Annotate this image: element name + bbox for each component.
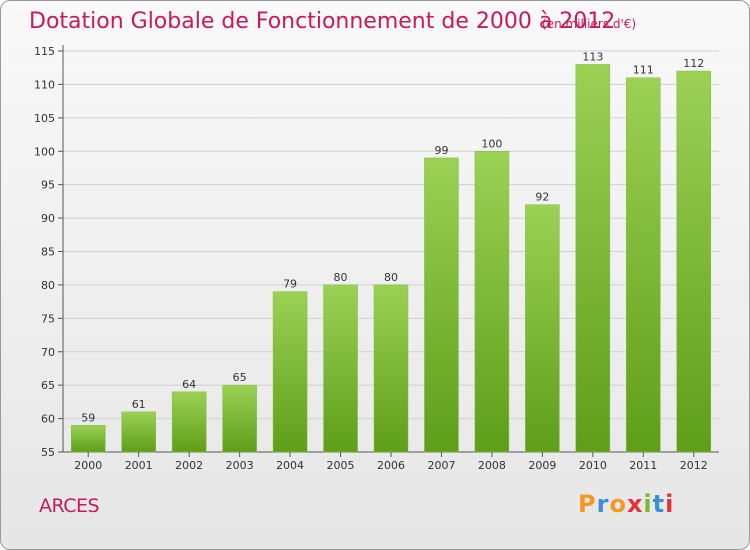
- proxiti-logo: Proxiti: [578, 490, 674, 518]
- y-tick-label: 100: [34, 145, 55, 158]
- bar-value-label: 100: [481, 137, 502, 150]
- bar-2004: [272, 291, 308, 453]
- logo-letter: x: [626, 490, 644, 518]
- logo-letter: P: [578, 490, 597, 518]
- logo-letter: i: [643, 490, 653, 518]
- bar-value-label: 59: [81, 411, 95, 424]
- bar-value-label: 64: [182, 378, 196, 391]
- x-tick-label: 2011: [629, 459, 657, 472]
- bar-value-label: 112: [683, 57, 704, 70]
- x-tick-label: 2001: [125, 459, 153, 472]
- logo-letter: o: [609, 490, 627, 518]
- y-tick-label: 80: [41, 279, 55, 292]
- bar-2009: [525, 204, 560, 453]
- y-tick-label: 105: [34, 112, 55, 125]
- bar-2010: [575, 64, 611, 453]
- x-tick-label: 2003: [226, 459, 254, 472]
- bar-value-label: 65: [233, 371, 247, 384]
- x-tick-label: 2000: [74, 459, 102, 472]
- y-tick-label: 90: [41, 212, 55, 225]
- bar-2005: [323, 284, 358, 453]
- x-tick-label: 2006: [377, 459, 405, 472]
- y-tick-label: 95: [41, 179, 55, 192]
- bar-value-label: 99: [434, 144, 448, 157]
- bar-value-label: 111: [633, 64, 654, 77]
- logo-letter: i: [665, 490, 675, 518]
- bar-value-label: 80: [384, 271, 398, 284]
- x-tick-label: 2002: [175, 459, 203, 472]
- bar-2012: [676, 70, 712, 453]
- y-tick-label: 110: [34, 78, 55, 91]
- y-tick-label: 60: [41, 413, 55, 426]
- bar-value-label: 61: [132, 398, 146, 411]
- logo-letter: t: [652, 490, 666, 518]
- bar-2002: [171, 391, 207, 453]
- bar-value-label: 80: [334, 271, 348, 284]
- bar-value-label: 92: [535, 191, 549, 204]
- chart-title: Dotation Globale de Fonctionnement de 20…: [29, 9, 616, 34]
- bars: [70, 64, 712, 453]
- x-tick-label: 2008: [478, 459, 506, 472]
- bar-2008: [474, 151, 510, 453]
- y-tick-label: 75: [41, 312, 55, 325]
- y-tick-label: 85: [41, 246, 55, 259]
- y-tick-label: 65: [41, 379, 55, 392]
- x-tick-label: 2004: [276, 459, 304, 472]
- x-tick-label: 2007: [427, 459, 455, 472]
- commune-name: ARCES: [39, 495, 100, 517]
- y-tick-label: 115: [34, 45, 55, 58]
- x-tick-label: 2012: [680, 459, 708, 472]
- labels: 55 60 65 70 75 80 85 90 95 100 105 110 115 59 2000 61 20…: [34, 45, 708, 472]
- bar-2003: [222, 384, 257, 453]
- bar-value-label: 113: [582, 50, 603, 63]
- y-tick-label: 55: [41, 446, 55, 459]
- logo-letter: r: [596, 490, 610, 518]
- bar-2006: [373, 284, 409, 453]
- bar-value-label: 79: [283, 278, 297, 291]
- x-tick-label: 2009: [528, 459, 556, 472]
- x-tick-label: 2010: [579, 459, 607, 472]
- bar-2001: [121, 411, 156, 453]
- bar-2011: [626, 77, 661, 453]
- chart-unit: (en milliers d'€): [542, 17, 637, 31]
- bar-2007: [424, 157, 459, 453]
- x-tick-label: 2005: [327, 459, 355, 472]
- bar-2000: [70, 425, 106, 453]
- y-tick-label: 70: [41, 346, 55, 359]
